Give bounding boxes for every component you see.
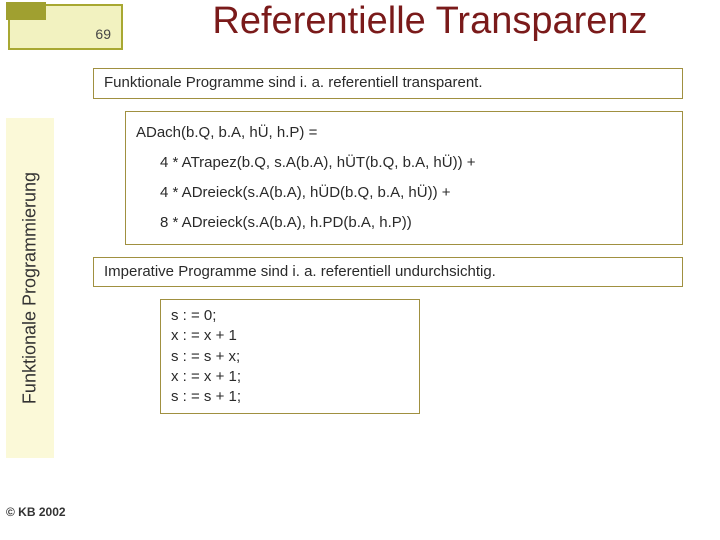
code-line-4: x : = x + 1; [171, 367, 409, 387]
code-line-3: s : = s + x; [171, 347, 409, 367]
equation-line-3: 4 * ADreieck(s.A(b.A), hÜD(b.Q, b.A, hÜ)… [136, 178, 672, 208]
code-line-1: s : = 0; [171, 306, 409, 326]
equation-line-1: ADach(b.Q, b.A, hÜ, h.P) = [136, 118, 672, 148]
intro-text: Funktionale Programme sind i. a. referen… [94, 69, 682, 98]
mid-text: Imperative Programme sind i. a. referent… [94, 258, 682, 287]
page-number: 69 [95, 26, 111, 42]
equation-box: ADach(b.Q, b.A, hÜ, h.P) = 4 * ATrapez(b… [125, 111, 683, 245]
slide-title: Referentielle Transparenz [150, 0, 710, 43]
code-box: s : = 0; x : = x + 1 s : = s + x; x : = … [160, 299, 420, 414]
equation-line-2: 4 * ATrapez(b.Q, s.A(b.A), hÜT(b.Q, b.A,… [136, 148, 672, 178]
intro-box: Funktionale Programme sind i. a. referen… [93, 68, 683, 99]
sidebar-label-box: Funktionale Programmierung [6, 118, 54, 458]
equation-content: ADach(b.Q, b.A, hÜ, h.P) = 4 * ATrapez(b… [126, 112, 682, 244]
footer-copyright: © KB 2002 [6, 505, 66, 519]
code-content: s : = 0; x : = x + 1 s : = s + x; x : = … [161, 300, 419, 413]
sidebar-label: Funktionale Programmierung [20, 172, 41, 404]
content-area: Funktionale Programme sind i. a. referen… [75, 68, 705, 426]
mid-box: Imperative Programme sind i. a. referent… [93, 257, 683, 288]
code-line-2: x : = x + 1 [171, 326, 409, 346]
equation-line-4: 8 * ADreieck(s.A(b.A), h.PD(b.A, h.P)) [136, 208, 672, 238]
page-number-block: 69 [8, 4, 123, 50]
code-line-5: s : = s + 1; [171, 387, 409, 407]
